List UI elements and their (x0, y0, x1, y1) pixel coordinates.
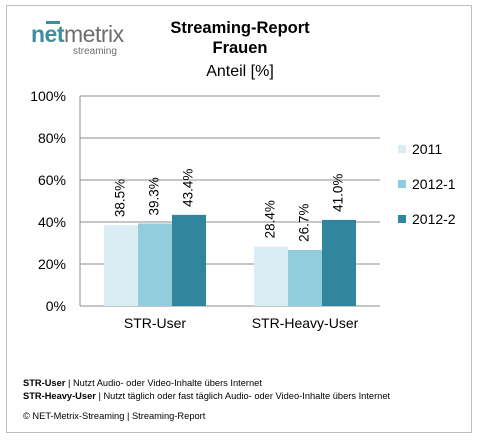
data-label: 26.7% (297, 204, 312, 242)
footnote-str-heavy-user: STR-Heavy-User | Nutzt täglich oder fast… (23, 390, 390, 403)
footnote-str-user: STR-User | Nutzt Audio- oder Video-Inhal… (23, 377, 390, 390)
footnote-text: | Nutzt Audio- oder Video-Inhalte übers … (65, 378, 262, 388)
y-tick-label: 60% (38, 172, 66, 188)
data-label: 28.4% (263, 200, 278, 238)
x-tick-label: STR-Heavy-User (252, 315, 359, 331)
chart-frame (6, 5, 472, 433)
chart-title-line2: Frauen (212, 39, 268, 57)
chart-y-label: Anteil [%] (206, 63, 274, 80)
data-label: 39.3% (147, 177, 162, 215)
netmetrix-logo: netmetrix streaming (31, 21, 131, 57)
y-tick-label: 0% (46, 298, 66, 314)
footnote-text: | Nutzt täglich oder fast täglich Audio-… (95, 390, 391, 401)
data-label: 43.4% (181, 169, 196, 207)
bar-2011 (254, 246, 288, 306)
footnote-term: STR-Heavy-User (23, 390, 96, 401)
x-tick-label: STR-User (124, 315, 187, 331)
bar-2012-1 (288, 249, 322, 306)
chart-title-line1: Streaming-Report (170, 19, 310, 37)
y-tick-label: 40% (38, 214, 66, 230)
y-tick-label: 80% (38, 130, 66, 146)
legend-label: 2012-1 (412, 176, 456, 192)
y-tick-label: 100% (30, 88, 66, 104)
bar-2011 (104, 225, 138, 306)
footnotes: STR-User | Nutzt Audio- oder Video-Inhal… (23, 377, 390, 402)
bar-2012-2 (172, 214, 206, 306)
logo-metrix-text: metrix (64, 21, 124, 47)
legend-label: 2012-2 (412, 211, 456, 227)
legend-swatch (398, 180, 406, 188)
logo-subtext: streaming (73, 46, 117, 57)
copyright: © NET-Metrix-Streaming | Streaming-Repor… (23, 411, 206, 421)
data-label: 38.5% (113, 179, 128, 217)
legend-swatch (398, 145, 406, 153)
logo-net-text: net (31, 21, 65, 47)
bar-2012-1 (138, 223, 172, 306)
chart-title: Streaming-Report Frauen (130, 18, 350, 58)
footnote-term: STR-User (23, 378, 66, 388)
logo-mark-icon (46, 21, 60, 24)
logo-wordmark: netmetrix (31, 21, 124, 47)
legend-swatch (398, 215, 406, 223)
y-tick-label: 20% (38, 256, 66, 272)
bar-2012-2 (322, 219, 356, 306)
legend-label: 2011 (412, 141, 442, 157)
data-label: 41.0% (331, 174, 346, 212)
